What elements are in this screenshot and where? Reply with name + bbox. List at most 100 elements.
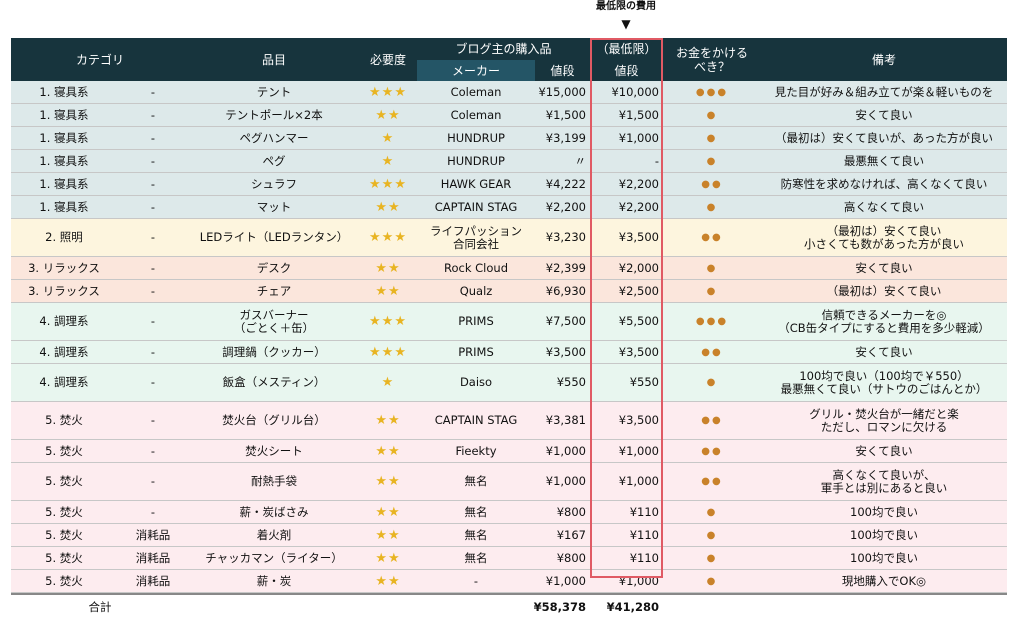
row-price: ¥1,000 xyxy=(545,443,586,458)
row-category: 1. 寝具系 xyxy=(39,130,89,145)
table-row: 3. リラックス - デスク ★★ Rock Cloud ¥2,399 ¥2,000 ● 安くて… xyxy=(11,257,1007,280)
row-item: テント xyxy=(256,84,292,99)
row-spend-coins: ●● xyxy=(701,232,723,243)
row-item: 着火剤 xyxy=(256,527,292,542)
header-maker: メーカー xyxy=(417,60,535,81)
row-min-price: ¥2,200 xyxy=(618,199,659,214)
row-min-price: ¥1,500 xyxy=(618,107,659,122)
row-subcategory: - xyxy=(150,443,156,458)
camping-cost-table: カテゴリ 品目 必要度 ブログ主の購入品 メーカー 値段 （最低限） 値段 お金… xyxy=(11,38,1007,619)
row-item: チャッカマン（ライター） xyxy=(205,550,343,565)
row-min-price: ¥10,000 xyxy=(611,84,659,99)
row-category: 1. 寝具系 xyxy=(39,84,89,99)
table-row: 4. 調理系 - ガスバーナー （ごとく＋缶） ★★★ PRIMS ¥7,500 ¥5,50… xyxy=(11,303,1007,341)
row-category: 1. 寝具系 xyxy=(39,107,89,122)
row-note: 高くなくて良い xyxy=(843,199,925,214)
row-price: ¥7,500 xyxy=(545,314,586,328)
row-spend-coins: ● xyxy=(706,285,718,297)
row-price: ¥1,000 xyxy=(545,573,586,588)
row-spend-coins: ● xyxy=(706,506,718,518)
row-min-price: ¥2,500 xyxy=(618,283,659,298)
row-min-price: ¥1,000 xyxy=(618,130,659,145)
row-category: 2. 照明 xyxy=(45,230,83,244)
row-spend-coins: ●● xyxy=(701,346,723,358)
table-row: 5. 焚火 消耗品 着火剤 ★★ 無名 ¥167 ¥110 ● 100均で良い xyxy=(11,524,1007,547)
row-need-stars: ★★ xyxy=(375,550,401,566)
row-spend-coins: ● xyxy=(706,575,718,587)
row-note: 見た目が好み＆組み立てが楽＆軽いものを xyxy=(774,84,994,99)
row-maker: PRIMS xyxy=(458,344,494,359)
table-row: 5. 焚火 消耗品 薪・炭 ★★ - ¥1,000 ¥1,000 ● 現地購入でOK◎ xyxy=(11,570,1007,593)
row-note: 高くなくて良いが、 軍手とは別にあると良い xyxy=(820,467,948,495)
row-spend-coins: ●● xyxy=(701,476,723,487)
row-min-price: ¥1,000 xyxy=(618,573,659,588)
row-spend-coins: ●●● xyxy=(695,316,729,327)
row-price: ¥800 xyxy=(556,504,586,519)
row-need-stars: ★★ xyxy=(375,260,401,276)
row-item: 薪・炭ばさみ xyxy=(239,504,309,519)
row-maker: Fieekty xyxy=(455,443,497,458)
total-row: 合計 ¥58,378 ¥41,280 xyxy=(11,593,1007,619)
table-row: 4. 調理系 - 調理鍋（クッカー） ★★★ PRIMS ¥3,500 ¥3,500 ●● 安く… xyxy=(11,341,1007,364)
header-blog-purchase: ブログ主の購入品 xyxy=(455,42,552,56)
row-item: LEDライト（LEDランタン） xyxy=(199,230,349,244)
row-need-stars: ★★★ xyxy=(369,176,407,192)
row-price: ¥3,230 xyxy=(545,230,586,244)
row-maker: CAPTAIN STAG xyxy=(434,413,518,427)
row-item: マット xyxy=(256,199,292,214)
table-row: 4. 調理系 - 飯盒（メスティン） ★ Daiso ¥550 ¥550 ● 100均で良い（1… xyxy=(11,364,1007,402)
row-category: 1. 寝具系 xyxy=(39,199,89,214)
row-need-stars: ★ xyxy=(381,375,395,390)
row-min-price: ¥3,500 xyxy=(618,344,659,359)
table-row: 5. 焚火 - 焚火台（グリル台） ★★ CAPTAIN STAG ¥3,381 ¥3,50… xyxy=(11,402,1007,440)
header-item: 品目 xyxy=(261,52,286,67)
row-maker: 無名 xyxy=(464,527,488,542)
table-row: 1. 寝具系 - テント ★★★ Coleman ¥15,000 ¥10,000 ●●● 見た目… xyxy=(11,81,1007,104)
row-note: 安くて良い xyxy=(855,344,913,359)
row-min-price: ¥550 xyxy=(629,375,659,389)
header-note: 備考 xyxy=(871,52,896,67)
row-subcategory: - xyxy=(150,474,156,488)
row-maker: HUNDRUP xyxy=(447,153,505,168)
header-category: カテゴリ xyxy=(75,52,124,67)
row-min-price: ¥3,500 xyxy=(618,230,659,244)
row-spend-coins: ● xyxy=(706,132,718,144)
row-need-stars: ★★★ xyxy=(369,230,407,245)
row-min-price: - xyxy=(654,153,659,168)
row-need-stars: ★★ xyxy=(375,504,401,520)
row-item: シュラフ xyxy=(251,176,297,191)
row-price: ¥3,381 xyxy=(545,413,586,427)
row-need-stars: ★ xyxy=(381,130,395,146)
row-subcategory: - xyxy=(150,153,156,168)
row-need-stars: ★★★ xyxy=(369,84,407,100)
row-note: 安くて良い xyxy=(855,260,913,275)
row-price: ¥550 xyxy=(556,375,586,389)
total-price: ¥58,378 xyxy=(533,600,586,614)
header-min-top: （最低限） xyxy=(596,42,657,56)
row-note: 防寒性を求めなければ、高くなくて良い xyxy=(780,176,988,191)
table-row: 5. 焚火 - 耐熱手袋 ★★ 無名 ¥1,000 ¥1,000 ●● 高くなくて良いが、 軍手… xyxy=(11,463,1007,501)
table-row: 5. 焚火 - 焚火シート ★★ Fieekty ¥1,000 ¥1,000 ●● 安くて良い xyxy=(11,440,1007,463)
row-category: 4. 調理系 xyxy=(39,375,89,389)
row-note: 100均で良い xyxy=(850,550,918,565)
row-item: ガスバーナー （ごとく＋缶） xyxy=(233,307,315,335)
row-item: 薪・炭 xyxy=(256,573,292,588)
row-item: テントポール×2本 xyxy=(225,107,323,122)
row-item: 焚火台（グリル台） xyxy=(222,413,326,427)
row-item: ペグ xyxy=(262,153,286,168)
row-maker: Coleman xyxy=(450,84,502,99)
row-subcategory: - xyxy=(150,314,156,328)
row-note: 100均で良い（100均で￥550） 最悪無くて良い（サトウのごはんとか） xyxy=(780,368,988,396)
row-subcategory: - xyxy=(150,504,156,519)
table-row: 2. 照明 - LEDライト（LEDランタン） ★★★ ライフパッション 合同会社 ¥3,… xyxy=(11,219,1007,257)
row-min-price: ¥110 xyxy=(629,504,659,519)
row-note: 100均で良い xyxy=(850,504,918,519)
table-row: 1. 寝具系 - ペグハンマー ★ HUNDRUP ¥3,199 ¥1,000 ● （最初は）安… xyxy=(11,127,1007,150)
row-note: （最初は）安くて良い xyxy=(826,283,942,298)
row-maker: 無名 xyxy=(464,550,488,565)
row-category: 5. 焚火 xyxy=(45,443,83,458)
row-price: ¥4,222 xyxy=(545,176,586,191)
row-maker: - xyxy=(473,573,479,588)
row-note: 100均で良い xyxy=(850,527,918,542)
row-maker: PRIMS xyxy=(458,314,494,328)
